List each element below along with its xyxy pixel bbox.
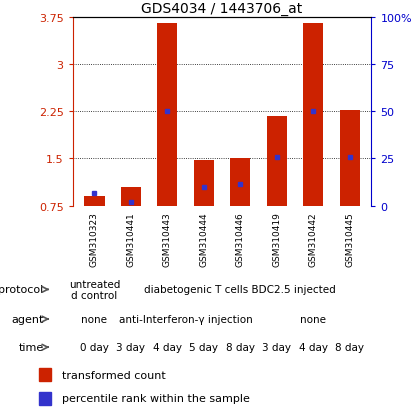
Text: 3 day: 3 day <box>117 342 145 352</box>
Bar <box>85 197 105 206</box>
Text: GSM310443: GSM310443 <box>163 211 172 266</box>
Title: GDS4034 / 1443706_at: GDS4034 / 1443706_at <box>142 2 303 16</box>
Text: none: none <box>81 314 107 324</box>
Text: anti-Interferon-γ injection: anti-Interferon-γ injection <box>119 314 252 324</box>
Text: 4 day: 4 day <box>299 342 327 352</box>
Bar <box>121 188 141 206</box>
Text: 3 day: 3 day <box>262 342 291 352</box>
Text: 4 day: 4 day <box>153 342 182 352</box>
Text: GSM310442: GSM310442 <box>309 211 317 266</box>
Text: GSM310446: GSM310446 <box>236 211 245 266</box>
Bar <box>39 368 51 381</box>
Text: time: time <box>18 342 44 352</box>
Bar <box>194 160 214 206</box>
Text: untreated
d control: untreated d control <box>69 279 120 301</box>
Bar <box>339 110 359 206</box>
Text: 0 day: 0 day <box>80 342 109 352</box>
Text: 8 day: 8 day <box>335 342 364 352</box>
Text: GSM310323: GSM310323 <box>90 211 99 266</box>
Text: GSM310444: GSM310444 <box>199 211 208 266</box>
Bar <box>303 24 323 206</box>
Text: 5 day: 5 day <box>189 342 218 352</box>
Text: protocol: protocol <box>0 285 44 295</box>
Text: GSM310419: GSM310419 <box>272 211 281 266</box>
Bar <box>39 392 51 405</box>
Text: agent: agent <box>11 314 44 324</box>
Text: none: none <box>300 314 326 324</box>
Text: percentile rank within the sample: percentile rank within the sample <box>62 394 250 404</box>
Text: GSM310445: GSM310445 <box>345 211 354 266</box>
Bar <box>157 24 177 206</box>
Text: transformed count: transformed count <box>62 370 166 380</box>
Bar <box>230 159 250 206</box>
Text: 8 day: 8 day <box>226 342 255 352</box>
Text: GSM310441: GSM310441 <box>127 211 135 266</box>
Text: diabetogenic T cells BDC2.5 injected: diabetogenic T cells BDC2.5 injected <box>144 285 336 295</box>
Bar <box>267 116 287 206</box>
